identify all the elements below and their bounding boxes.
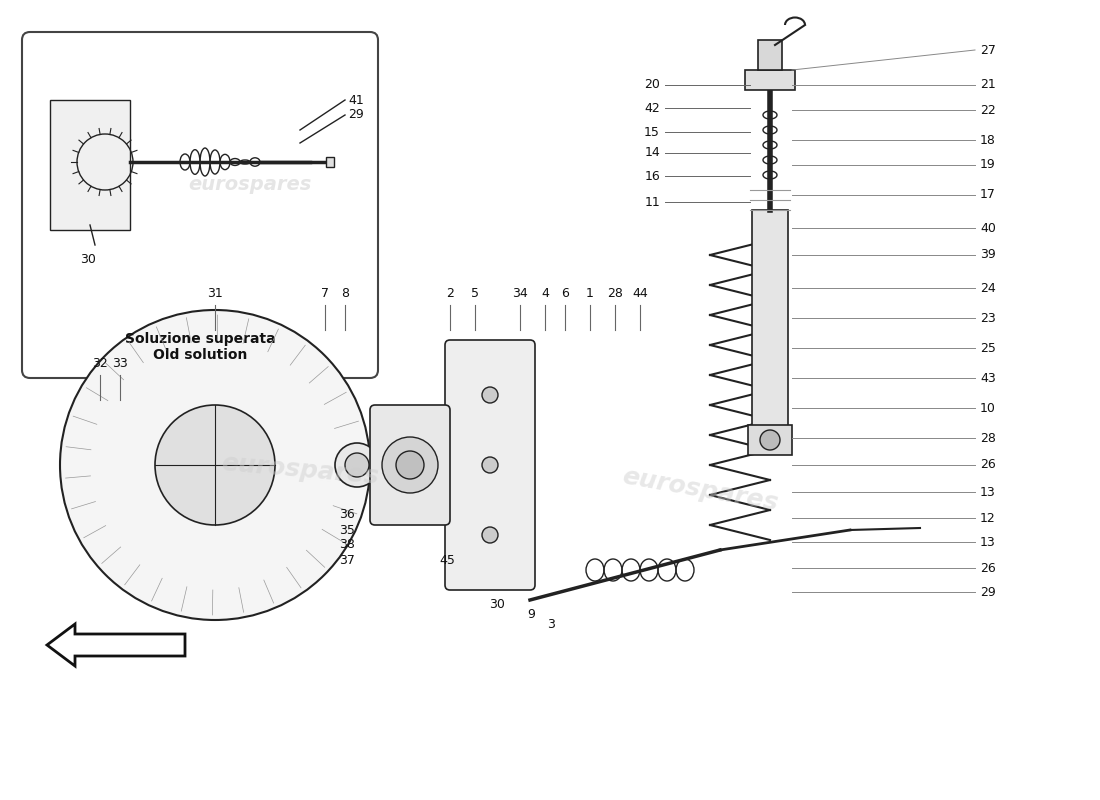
Text: 45: 45: [439, 554, 455, 566]
Text: 16: 16: [645, 170, 660, 182]
Circle shape: [760, 430, 780, 450]
Text: eurospares: eurospares: [620, 465, 780, 515]
Text: 9: 9: [527, 609, 535, 622]
Text: 27: 27: [980, 43, 996, 57]
Text: 30: 30: [490, 598, 505, 611]
Text: 29: 29: [980, 586, 996, 598]
Text: 24: 24: [980, 282, 996, 294]
Text: 1: 1: [586, 287, 594, 300]
Text: 19: 19: [980, 158, 996, 171]
FancyBboxPatch shape: [22, 32, 378, 378]
FancyArrow shape: [47, 624, 185, 666]
FancyBboxPatch shape: [370, 405, 450, 525]
Text: 13: 13: [980, 535, 996, 549]
Text: 26: 26: [980, 458, 996, 471]
Text: 36: 36: [339, 509, 355, 522]
Text: 4: 4: [541, 287, 549, 300]
Text: 25: 25: [980, 342, 996, 354]
Text: 44: 44: [632, 287, 648, 300]
Bar: [326, 157, 334, 167]
Text: 32: 32: [92, 357, 108, 370]
Text: 34: 34: [513, 287, 528, 300]
Text: 23: 23: [980, 311, 996, 325]
Text: 14: 14: [645, 146, 660, 159]
Text: 40: 40: [980, 222, 996, 234]
Text: 39: 39: [980, 249, 996, 262]
Text: 21: 21: [980, 78, 996, 91]
Circle shape: [336, 443, 380, 487]
Text: 3: 3: [547, 618, 556, 631]
Text: 8: 8: [341, 287, 349, 300]
Text: 29: 29: [348, 109, 364, 122]
Text: eurospares: eurospares: [220, 451, 380, 489]
Text: 11: 11: [645, 195, 660, 209]
Circle shape: [155, 405, 275, 525]
Text: 13: 13: [980, 486, 996, 498]
Text: 15: 15: [645, 126, 660, 138]
Text: 10: 10: [980, 402, 996, 414]
FancyBboxPatch shape: [446, 340, 535, 590]
Text: 17: 17: [980, 189, 996, 202]
Circle shape: [482, 387, 498, 403]
Bar: [752, 210, 788, 440]
Text: 18: 18: [980, 134, 996, 146]
Text: 37: 37: [339, 554, 355, 566]
Circle shape: [396, 451, 424, 479]
Text: 12: 12: [980, 511, 996, 525]
Text: 38: 38: [339, 538, 355, 551]
Text: 6: 6: [561, 287, 569, 300]
Circle shape: [60, 310, 370, 620]
Text: 41: 41: [348, 94, 364, 106]
Text: 35: 35: [339, 523, 355, 537]
Bar: [745, 70, 795, 90]
Bar: [748, 425, 792, 455]
Circle shape: [345, 453, 368, 477]
Text: eurospares: eurospares: [188, 175, 311, 194]
Circle shape: [482, 527, 498, 543]
Text: 7: 7: [321, 287, 329, 300]
Text: 33: 33: [112, 357, 128, 370]
Bar: [50, 100, 130, 230]
Text: 2: 2: [447, 287, 454, 300]
Text: 30: 30: [80, 253, 96, 266]
Text: 28: 28: [607, 287, 623, 300]
Text: Soluzione superata
Old solution: Soluzione superata Old solution: [124, 332, 275, 362]
Circle shape: [482, 457, 498, 473]
Text: 28: 28: [980, 431, 996, 445]
Text: 22: 22: [980, 103, 996, 117]
Circle shape: [382, 437, 438, 493]
Text: 42: 42: [645, 102, 660, 114]
Text: 5: 5: [471, 287, 478, 300]
Text: 31: 31: [207, 287, 223, 300]
Text: 43: 43: [980, 371, 996, 385]
Text: 26: 26: [980, 562, 996, 574]
Text: 20: 20: [645, 78, 660, 91]
Bar: [758, 40, 782, 70]
